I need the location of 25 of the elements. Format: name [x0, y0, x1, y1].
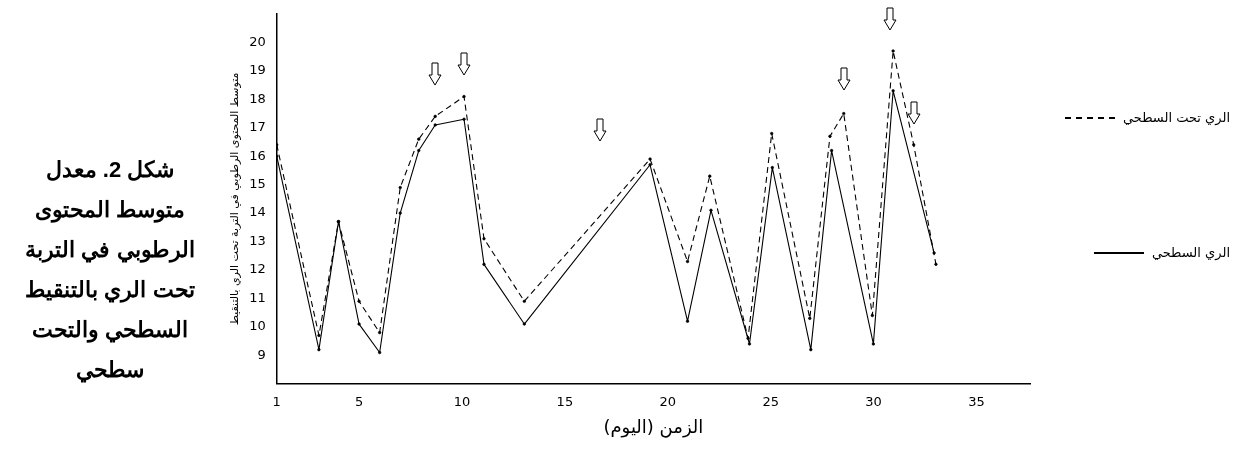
y-tick-label: 17 — [249, 119, 266, 135]
x-tick-label: 20 — [659, 393, 677, 409]
y-tick-label: 10 — [249, 318, 266, 334]
y-tick-label: 11 — [249, 289, 266, 305]
legend-label: الري تحت السطحي — [1122, 110, 1230, 125]
x-axis-title: الزمن (اليوم) — [603, 415, 704, 438]
y-tick-label: 12 — [249, 261, 266, 277]
x-tick-label: 5 — [354, 393, 364, 409]
x-tick-label: 10 — [453, 393, 471, 409]
y-tick-label: 14 — [249, 204, 266, 220]
y-tick-label: 13 — [249, 232, 266, 248]
legend-label: الري السطحي — [1151, 245, 1230, 260]
x-tick-label: 30 — [865, 393, 882, 409]
y-tick-label: 20 — [249, 33, 266, 49]
text: شكل 2. معدل متوسط المحتوى الرطوبي في التربة تحت الري بالتنقيط السطحي والتحت سطحي — [24, 156, 196, 385]
x-tick-label: 35 — [968, 393, 985, 409]
x-tick-label: 1 — [272, 393, 281, 409]
y-tick-label: 9 — [257, 346, 266, 362]
x-tick-label: 15 — [556, 393, 574, 409]
y-tick-label: 18 — [249, 90, 266, 106]
x-tick-label: 25 — [762, 393, 779, 409]
y-axis-title: متوسط المحتوى الرطوبي في التربة تحت الري بالتنقيط — [228, 72, 242, 326]
y-tick-label: 16 — [249, 147, 266, 163]
y-tick-label: 15 — [249, 176, 266, 192]
y-tick-label: 19 — [249, 62, 266, 78]
